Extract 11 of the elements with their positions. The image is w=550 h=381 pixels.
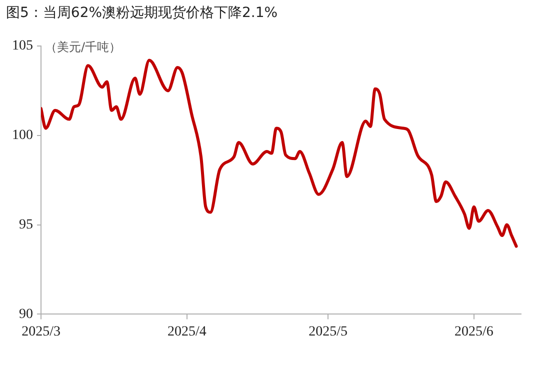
chart-title: 图5：当周62%澳粉远期现货价格下降2.1% xyxy=(6,4,278,22)
x-tick-label: 2025/5 xyxy=(308,324,348,340)
y-axis-title: （美元/千吨） xyxy=(45,40,122,54)
x-tick-label: 2025/6 xyxy=(454,324,494,340)
x-tick-label: 2025/4 xyxy=(167,324,206,340)
line-series xyxy=(41,58,518,248)
y-tick-label: 95 xyxy=(19,217,33,232)
y-tick-label: 90 xyxy=(19,306,33,322)
y-tick-label: 100 xyxy=(12,128,33,144)
y-tick-label: 105 xyxy=(12,38,33,54)
x-tick-label: 2025/3 xyxy=(22,324,60,340)
